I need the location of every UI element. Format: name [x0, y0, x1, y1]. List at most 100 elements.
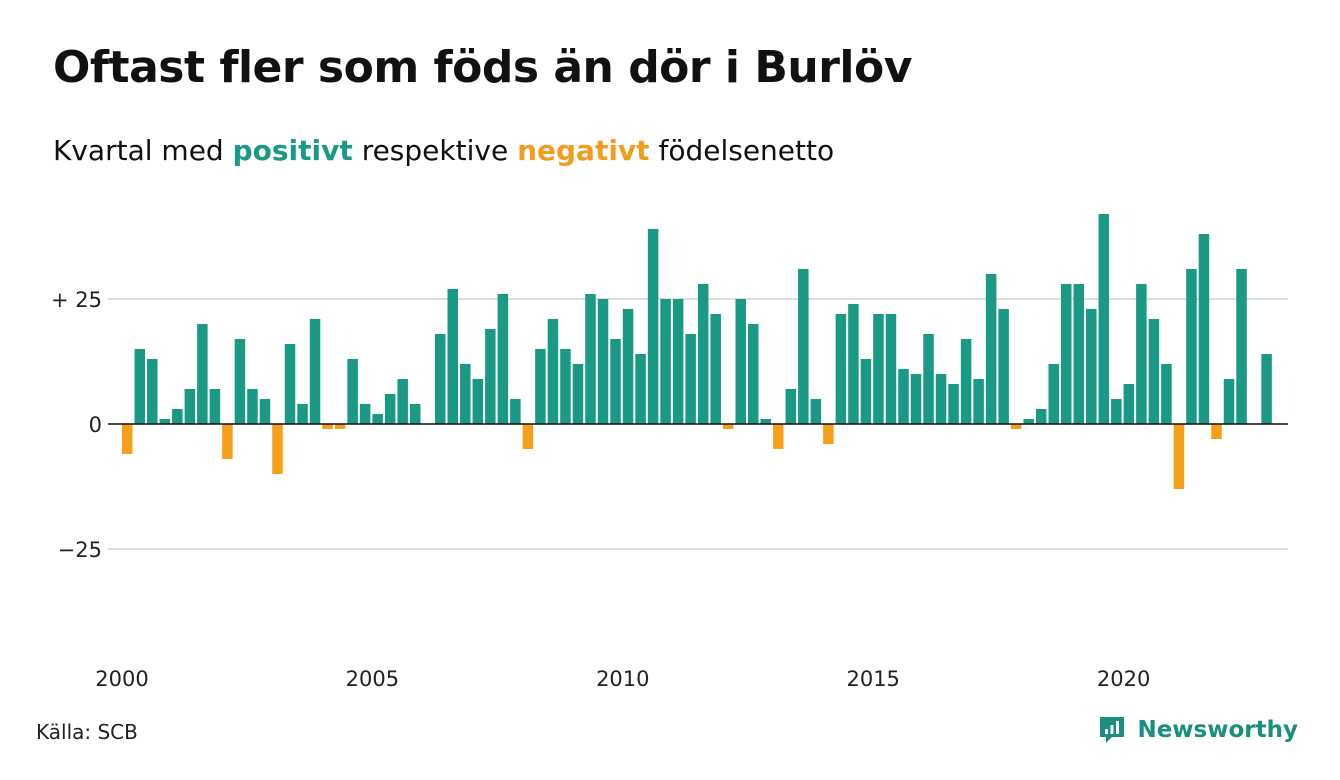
- subtitle-negative-label: negativt: [517, 134, 650, 167]
- bar: [1086, 309, 1097, 424]
- bar: [923, 334, 934, 424]
- bar: [848, 304, 859, 424]
- newsworthy-logo-icon: [1100, 717, 1125, 743]
- brand-name: Newsworthy: [1137, 717, 1298, 743]
- bar: [485, 329, 496, 424]
- bar: [447, 289, 459, 424]
- subtitle-suffix: födelsenetto: [658, 134, 835, 167]
- bar: [1186, 269, 1197, 424]
- bar: [935, 374, 947, 424]
- bar: [159, 419, 171, 424]
- bar: [948, 384, 959, 424]
- bar: [785, 389, 797, 424]
- bar: [309, 319, 321, 424]
- bar: [1161, 364, 1172, 424]
- y-tick-label: + 25: [51, 288, 102, 312]
- bar: [209, 389, 221, 424]
- bar: [910, 374, 922, 424]
- x-tick-label: 2020: [1097, 667, 1150, 691]
- bar: [860, 359, 872, 424]
- bar: [409, 404, 421, 424]
- bar: [873, 314, 884, 424]
- y-tick-label: 0: [89, 413, 102, 437]
- bar: [1261, 354, 1272, 424]
- bar: [1198, 234, 1210, 424]
- bar: [1136, 284, 1147, 424]
- bar: [760, 419, 772, 424]
- chart-title: Oftast fler som föds än dör i Burlöv: [53, 42, 912, 93]
- x-tick-label: 2015: [846, 667, 899, 691]
- bar: [672, 299, 684, 424]
- bar: [647, 229, 659, 424]
- bar: [610, 339, 621, 424]
- bar: [535, 349, 546, 424]
- bar: [122, 424, 133, 454]
- bar: [898, 369, 909, 424]
- bar: [685, 334, 696, 424]
- subtitle-prefix: Kvartal med: [53, 134, 224, 167]
- x-tick-label: 2010: [596, 667, 649, 691]
- bar: [1098, 214, 1110, 424]
- bar: [322, 424, 333, 429]
- bar: [572, 364, 584, 424]
- bar: [510, 399, 521, 424]
- bar: [384, 394, 396, 424]
- bar: [1035, 409, 1047, 424]
- bar: [560, 349, 571, 424]
- bar: [1073, 284, 1085, 424]
- bar: [1061, 284, 1072, 424]
- bar: [973, 379, 984, 424]
- bar: [234, 339, 246, 424]
- bar: [835, 314, 847, 424]
- bar: [184, 389, 196, 424]
- bar: [522, 424, 534, 449]
- bar: [885, 314, 897, 424]
- bar: [334, 424, 346, 429]
- bar: [697, 284, 709, 424]
- bar: [748, 324, 759, 424]
- bar: [1211, 424, 1222, 439]
- bar: [1010, 424, 1022, 429]
- bar: [660, 299, 671, 424]
- bar: [147, 359, 158, 424]
- bar: [773, 424, 784, 449]
- bar: [1173, 424, 1185, 489]
- bar: [810, 399, 822, 424]
- bar: [1048, 364, 1059, 424]
- bar: [372, 414, 383, 424]
- subtitle-middle: respektive: [361, 134, 509, 167]
- bar: [547, 319, 559, 424]
- chart-subtitle: Kvartal med positivt respektive negativt…: [53, 134, 834, 167]
- subtitle-positive-label: positivt: [232, 134, 353, 167]
- bar: [347, 359, 358, 424]
- bar: [798, 269, 809, 424]
- bar: [272, 424, 283, 474]
- bar: [735, 299, 746, 424]
- bar: [472, 379, 484, 424]
- bar: [497, 294, 509, 424]
- bar: [297, 404, 308, 424]
- brand-logo: Newsworthy: [1097, 714, 1298, 746]
- bar: [823, 424, 834, 444]
- x-tick-label: 2000: [95, 667, 148, 691]
- bar: [960, 339, 972, 424]
- bar: [622, 309, 634, 424]
- bar: [247, 389, 258, 424]
- bar: [985, 274, 997, 424]
- bar: [998, 309, 1009, 424]
- bar: [585, 294, 596, 424]
- bar: [1123, 384, 1135, 424]
- bar: [259, 399, 271, 424]
- bar: [460, 364, 471, 424]
- bar: [359, 404, 371, 424]
- bar: [635, 354, 646, 424]
- bar: [1111, 399, 1122, 424]
- bar: [435, 334, 446, 424]
- source-note: Källa: SCB: [36, 720, 138, 744]
- bar: [597, 299, 609, 424]
- bar: [1023, 419, 1034, 424]
- y-tick-label: −25: [58, 538, 102, 562]
- bar: [284, 344, 296, 424]
- bar: [172, 409, 183, 424]
